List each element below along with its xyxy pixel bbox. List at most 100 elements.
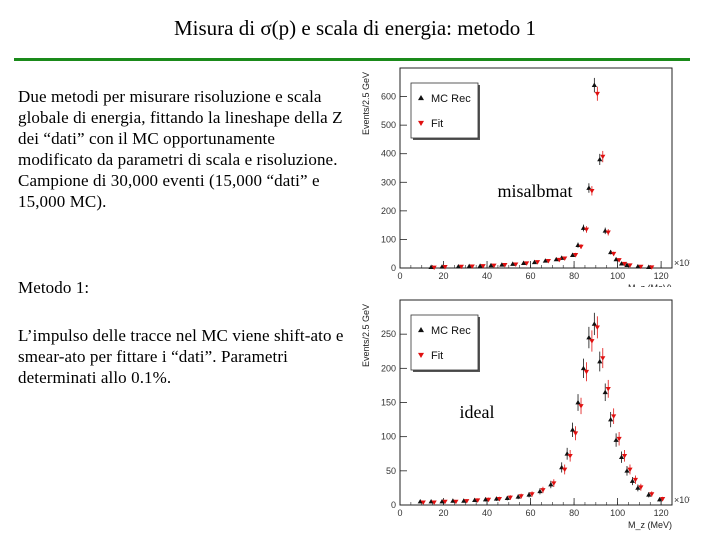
mc-rec-point	[428, 264, 434, 269]
mc-rec-point	[580, 365, 587, 371]
x-multiplier-label: ×10³	[674, 258, 690, 268]
x-axis-label: M_z (MeV)	[628, 520, 672, 530]
mc-rec-point	[531, 259, 538, 265]
fit-point	[649, 265, 655, 270]
method-description: L’impulso delle tracce nel MC viene shif…	[18, 326, 344, 387]
mc-rec-point	[569, 427, 576, 432]
mc-rec-point	[629, 478, 636, 483]
fit-point	[605, 387, 611, 392]
fit-point	[627, 467, 633, 473]
plot-overlay-label: misalbmat	[498, 181, 573, 201]
mc-rec-point	[597, 156, 603, 162]
fit-point	[431, 500, 437, 505]
mc-rec-point	[618, 261, 625, 266]
fit-point	[621, 453, 628, 459]
mc-rec-point	[488, 262, 494, 268]
x-tick-label: 60	[526, 508, 536, 518]
mc-rec-point	[472, 497, 478, 503]
fit-point	[594, 91, 600, 97]
mc-rec-point	[618, 454, 625, 459]
fit-point	[572, 253, 579, 258]
mc-rec-point	[548, 481, 554, 487]
mc-rec-point	[504, 495, 510, 500]
mc-rec-point	[510, 261, 516, 266]
mc-rec-point	[499, 262, 505, 267]
mc-rec-point	[646, 492, 652, 497]
plot-overlay-label: ideal	[460, 402, 495, 422]
fit-point	[431, 265, 437, 271]
mc-rec-point	[537, 488, 543, 494]
mc-rec-point	[657, 496, 663, 502]
fit-point	[502, 263, 508, 268]
mc-rec-point	[613, 437, 619, 442]
legend-fit-label: Fit	[431, 350, 443, 362]
mc-rec-point	[569, 252, 576, 257]
x-multiplier-label: ×10³	[674, 495, 690, 505]
mc-rec-point	[635, 485, 641, 490]
mc-rec-point	[482, 496, 489, 502]
slide-title: Misura di σ(p) e scala di energia: metod…	[174, 16, 536, 40]
y-tick-label: 500	[381, 120, 396, 130]
mc-rec-point	[428, 498, 434, 504]
y-tick-label: 200	[381, 363, 396, 373]
fit-point	[485, 497, 492, 503]
fit-point	[611, 414, 617, 419]
mc-rec-point	[635, 263, 641, 269]
mc-rec-point	[417, 498, 423, 504]
y-tick-label: 200	[381, 206, 396, 216]
y-tick-label: 50	[386, 466, 396, 476]
fit-point	[562, 467, 568, 473]
legend-mc-rec-label: MC Rec	[431, 93, 471, 105]
fit-point	[540, 488, 546, 493]
fit-point	[534, 260, 541, 265]
mc-rec-point	[439, 264, 445, 269]
x-tick-label: 100	[610, 508, 625, 518]
mc-rec-point	[575, 399, 581, 405]
x-tick-label: 60	[526, 271, 536, 281]
y-axis-label: Events/2.5 GeV	[361, 72, 371, 135]
method-heading: Metodo 1:	[18, 278, 90, 297]
mc-rec-point	[542, 258, 548, 263]
x-tick-label: 120	[654, 271, 669, 281]
fit-point	[458, 264, 464, 270]
fit-point	[567, 453, 573, 459]
y-tick-label: 300	[381, 177, 396, 187]
y-tick-label: 100	[381, 234, 396, 244]
mc-rec-point	[526, 492, 532, 497]
fit-point	[556, 257, 562, 263]
y-tick-label: 600	[381, 92, 396, 102]
fit-point	[475, 498, 481, 503]
legend-mc-rec-marker	[418, 95, 424, 101]
fit-point	[578, 244, 584, 250]
y-tick-label: 400	[381, 149, 396, 159]
fit-point	[583, 227, 590, 233]
fit-point	[578, 404, 584, 409]
fit-point	[616, 258, 622, 263]
x-tick-label: 40	[482, 508, 492, 518]
mc-rec-point	[521, 260, 527, 265]
fit-point	[638, 485, 644, 490]
fit-point	[638, 264, 644, 270]
fit-point	[464, 499, 470, 504]
fit-point	[572, 431, 579, 436]
fit-point	[491, 263, 497, 269]
mc-rec-point	[515, 494, 521, 499]
fit-point	[589, 339, 595, 344]
mc-rec-point	[439, 498, 445, 504]
fit-point	[632, 477, 639, 483]
fit-point	[562, 256, 568, 261]
legend-fit-marker	[418, 352, 424, 358]
title-divider	[14, 58, 690, 61]
mc-rec-point	[597, 358, 603, 364]
x-tick-label: 0	[397, 508, 402, 518]
fit-point	[480, 264, 486, 269]
fit-point	[529, 492, 535, 497]
fit-point	[513, 262, 519, 267]
legend-fit-marker	[418, 120, 424, 126]
x-axis-label: M_z (MeV)	[628, 283, 672, 287]
legend-box	[410, 82, 479, 139]
fit-point	[600, 356, 606, 361]
fit-point	[627, 263, 633, 268]
fit-point	[589, 189, 595, 194]
fit-point	[469, 264, 475, 269]
